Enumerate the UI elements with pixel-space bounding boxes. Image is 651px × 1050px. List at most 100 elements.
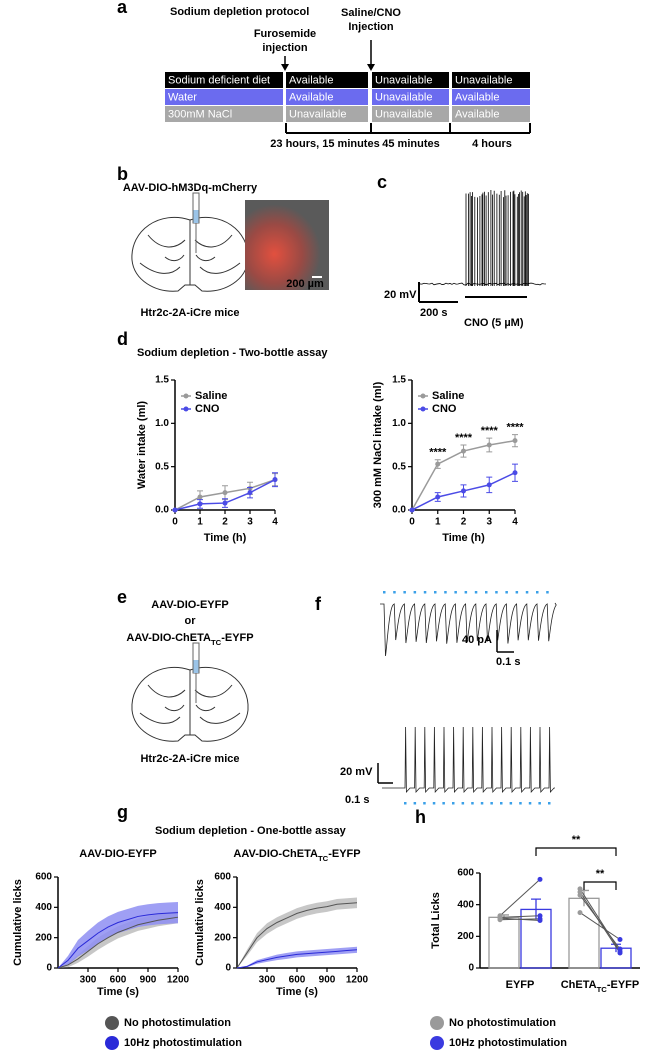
significance: **** — [455, 432, 473, 444]
scale-label: 20 mV — [340, 766, 373, 778]
x-tick-label: ChETATC-EYFP — [561, 979, 640, 994]
x-axis-label: Time (h) — [204, 532, 247, 544]
current-trace — [380, 602, 557, 657]
protocol-cell — [372, 106, 449, 122]
pair-line — [499, 915, 541, 918]
data-point — [512, 470, 518, 476]
light-pulse — [509, 802, 513, 805]
text-part: -EYFP — [221, 632, 253, 644]
significance: ** — [596, 868, 605, 880]
scale-label: 40 pA — [462, 634, 492, 646]
light-pulse — [432, 802, 436, 805]
y-tick-label: 0.0 — [392, 505, 406, 516]
virus: AAV-DIO-EYFP — [151, 599, 228, 611]
y-axis-label: Cumulative licks — [12, 879, 24, 966]
y-tick-label: 0.5 — [392, 461, 406, 472]
data-point — [272, 477, 278, 483]
data-point — [197, 501, 203, 507]
y-tick-label: 0.0 — [155, 505, 169, 516]
bar — [568, 897, 600, 969]
cell-text: Unavailable — [289, 108, 346, 120]
x-tick-label: EYFP — [506, 979, 535, 991]
event-label: Saline/CNO — [341, 7, 401, 19]
protocol-cell — [452, 106, 530, 122]
pair-line — [499, 917, 541, 921]
data-point — [222, 500, 228, 506]
panel-label: g — [117, 802, 128, 822]
chart-title: AAV-DIO-EYFP — [79, 848, 156, 860]
light-pulse — [423, 591, 427, 594]
y-tick-label: 600 — [214, 872, 231, 883]
data-point — [222, 490, 228, 496]
x-tick-label: 300 — [259, 975, 276, 986]
x-axis-label: Time (h) — [442, 532, 485, 544]
panel-label: a — [117, 0, 128, 17]
pair-line — [579, 894, 621, 950]
light-pulse — [413, 802, 417, 805]
panel-title: Sodium depletion - One-bottle assay — [155, 825, 347, 837]
legend-label: 10Hz photostimulation — [124, 1037, 242, 1049]
data-point — [435, 494, 441, 500]
x-tick-label: 0 — [409, 517, 415, 528]
bar — [488, 916, 520, 969]
protocol-cell — [286, 106, 368, 122]
light-pulse — [536, 591, 539, 594]
y-tick-label: 1.5 — [155, 375, 169, 386]
duration: 4 hours — [472, 138, 512, 150]
data-point — [172, 507, 178, 513]
scale-label: 20 mV — [384, 289, 417, 301]
panel-label: e — [117, 587, 127, 607]
virus: AAV-DIO-hM3Dq-mCherry — [123, 182, 258, 194]
series-line — [236, 902, 358, 969]
panel-label: h — [415, 807, 426, 827]
light-pulse — [500, 802, 503, 805]
light-pulse — [474, 591, 478, 594]
y-axis-label: 300 mM NaCl intake (ml) — [372, 381, 384, 508]
y-tick-label: 400 — [457, 899, 474, 910]
light-pulse — [485, 591, 488, 594]
text-part: TC — [318, 854, 329, 863]
y-axis-label: Total Licks — [430, 892, 442, 949]
legend-label: 10Hz photostimulation — [449, 1037, 567, 1049]
data-point — [577, 892, 583, 898]
protocol-cell — [165, 106, 283, 122]
light-pulse — [393, 591, 396, 594]
light-pulse — [423, 802, 426, 805]
row-name: Sodium deficient diet — [168, 74, 270, 86]
row-name: Water — [168, 91, 197, 103]
virus: or — [185, 615, 197, 627]
data-point — [197, 494, 203, 500]
scale-label: 0.1 s — [345, 794, 369, 806]
legend-label: No photostimulation — [124, 1017, 231, 1029]
legend-marker — [183, 406, 189, 412]
light-pulse — [480, 802, 484, 805]
x-tick-label: 3 — [247, 517, 253, 528]
x-axis-label: Time (s) — [97, 986, 139, 998]
text-part: -EYFP — [607, 979, 639, 991]
voltage-trace — [382, 726, 555, 794]
light-pulse — [383, 591, 386, 594]
protocol-cell — [452, 72, 530, 88]
data-point — [486, 482, 492, 488]
x-tick-label: 900 — [319, 975, 336, 986]
row-name: 300mM NaCl — [168, 108, 232, 120]
light-pulse — [442, 802, 445, 805]
y-tick-label: 400 — [35, 902, 52, 913]
light-pulse — [538, 802, 541, 805]
data-point — [577, 910, 583, 916]
y-tick-label: 400 — [214, 902, 231, 913]
y-tick-label: 1.0 — [392, 418, 406, 429]
text-part: ChETA — [561, 979, 597, 991]
panel-title: Sodium depletion - Two-bottle assay — [137, 347, 328, 359]
x-tick-label: 1200 — [167, 975, 190, 986]
light-pulse — [444, 591, 447, 594]
protocol-cell — [286, 72, 368, 88]
protocol-cell — [165, 72, 283, 88]
y-tick-label: 0 — [225, 963, 231, 974]
cell-text: Available — [289, 74, 333, 86]
brain-line — [139, 220, 241, 285]
light-pulse — [413, 591, 417, 594]
light-pulse — [515, 591, 519, 594]
event-label: injection — [262, 42, 308, 54]
scale-label: 0.1 s — [496, 656, 520, 668]
